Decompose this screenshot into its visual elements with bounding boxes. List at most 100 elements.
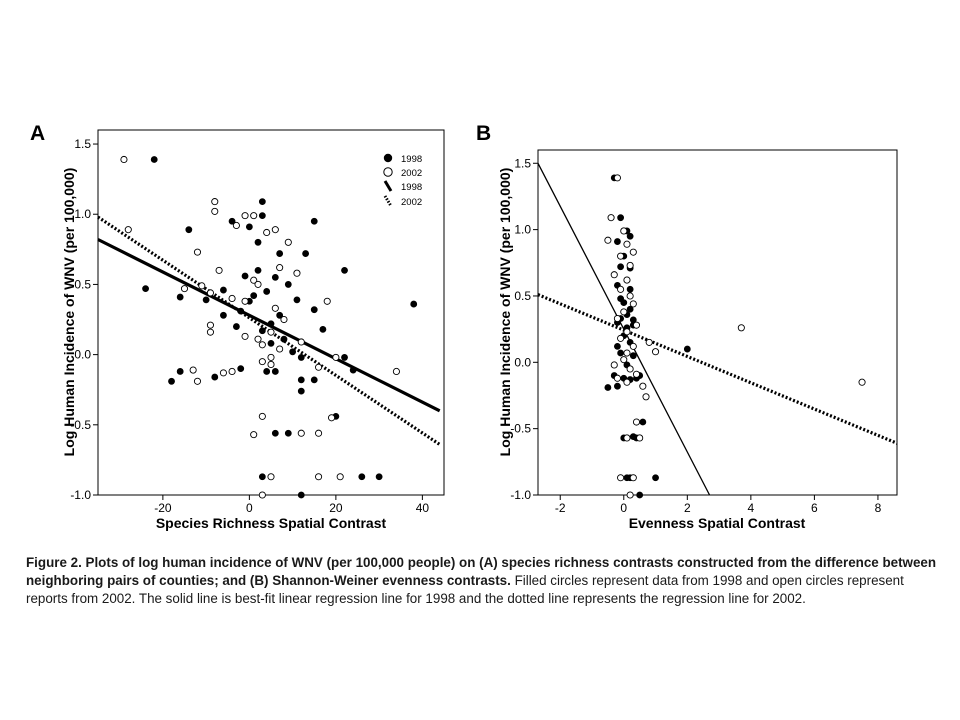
data-point-open [327,414,336,422]
data-point-filled [310,217,318,225]
data-point-filled [232,323,240,330]
data-point-open [241,332,249,340]
data-point-open [315,429,323,437]
data-point-open [232,221,240,230]
data-point-open [241,297,249,305]
data-point-filled [185,226,193,234]
data-point-open [626,292,634,300]
legend-entry-label: 2002 [401,168,422,179]
data-point-open [617,474,625,482]
data-point-open [629,474,637,482]
panel-a-letter: A [30,122,45,145]
panel-b: B -2 0 2 4 6 8 -1.0 -0.5 0.0 0.5 1.0 1.5 Evenness S… [476,122,898,531]
data-point-open [198,282,206,290]
data-point-open [284,238,292,246]
data-point-filled [683,345,691,353]
panel-b-letter: B [476,122,491,145]
data-point-open [250,276,258,284]
data-point-filled [617,349,625,357]
data-point-filled [626,232,634,240]
data-point-open [124,226,132,234]
panel-b-points [604,174,866,499]
data-point-filled [636,491,644,499]
data-point-open [258,412,266,420]
data-point-open [120,155,128,164]
y-tick-label: 1.5 [514,156,531,170]
data-point-open [280,315,288,324]
data-point-open [613,374,621,382]
data-point-open [623,434,631,442]
data-point-open [267,473,275,481]
data-point-filled [168,377,175,385]
data-point-open [604,236,612,244]
panel-b-ticks: -2 0 2 4 6 8 -1.0 -0.5 0.0 0.5 1.0 1.5 [510,156,881,515]
y-tick-label: 0.5 [514,289,531,303]
y-tick-label: 0.0 [74,348,91,362]
data-point-open [189,366,197,374]
data-point-filled [254,266,262,274]
data-point-filled [297,387,305,395]
data-point-open [263,228,271,237]
x-tick-label: 0 [620,501,627,515]
data-point-filled [220,286,227,294]
data-point-open [626,491,634,499]
panel-a-ticks: -20 0 20 40 -1.0 -0.5 0.0 0.5 1.0 1.5 [70,137,429,515]
caption-text: Filled circles represent data from 1998 … [26,573,904,606]
data-point-open [651,348,660,356]
data-point-open [271,304,279,312]
y-tick-label: 1.0 [74,207,91,221]
data-point-open [254,280,262,288]
x-tick-label: -2 [555,501,566,515]
data-point-filled [176,368,184,375]
legend-filled-circle-marker [383,153,393,163]
data-point-open [737,324,745,332]
data-point-filled [258,212,266,220]
legend-entry-label: 2002 [401,197,422,208]
data-point-filled [150,156,158,163]
legend: 1998 2002 1998 2002 [383,153,422,208]
data-point-filled [341,266,348,274]
y-tick-label: 1.0 [514,223,531,237]
data-point-open [258,341,266,349]
data-point-filled [341,354,348,361]
y-tick-label: -0.5 [70,418,91,432]
data-point-filled [267,339,275,347]
x-tick-label: 4 [748,501,755,515]
data-point-open [211,207,219,215]
data-point-open [219,369,227,377]
data-point-filled [271,368,279,375]
panel-b-regression-lines [537,162,898,496]
y-tick-label: 0.5 [74,277,91,291]
x-tick-label: 0 [246,501,253,515]
data-point-open [323,297,331,305]
data-point-filled [220,311,227,319]
data-point-filled [617,263,625,271]
data-point-open [610,361,618,369]
data-point-filled [276,311,284,319]
data-point-open [315,363,323,371]
data-point-filled [614,342,621,350]
data-point-open [632,370,641,378]
data-point-filled [258,198,266,205]
x-tick-label: 2 [684,501,691,515]
data-point-open [276,264,284,272]
panel-a-plot-frame [97,129,445,496]
data-point-open [620,356,628,364]
data-point-open [267,328,275,336]
data-point-open [632,321,641,329]
data-point-open [267,353,275,361]
data-point-filled [410,300,418,308]
data-point-open [636,434,644,442]
data-point-filled [254,238,262,246]
data-point-open [626,261,634,269]
data-point-filled [297,491,305,499]
data-point-open [610,271,618,279]
panel-a: A -20 0 20 40 -1.0 -0.5 0.0 0.5 1.0 1.5 Species R… [30,122,445,531]
data-point-open [193,248,202,256]
data-point-open [267,360,275,368]
panel-b-y-axis-label: Log Human Incidence of WNV (per 100,000) [497,168,513,457]
data-point-open [250,431,258,439]
data-point-filled [271,429,279,437]
legend-entry-label: 1998 [401,154,422,165]
